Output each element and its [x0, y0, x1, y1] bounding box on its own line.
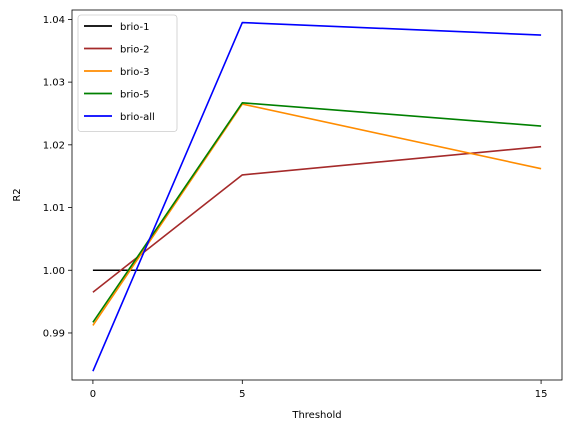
legend-label-brio-2: brio-2: [120, 45, 150, 56]
legend-label-brio-3: brio-3: [120, 67, 150, 78]
y-tick-label: 1.03: [43, 78, 65, 89]
plot-frame: [71, 9, 563, 381]
x-tick-label: 0: [90, 389, 96, 400]
y-tick-label: 0.99: [43, 328, 65, 339]
x-tick-label: 5: [239, 389, 245, 400]
y-tick-label: 1.00: [43, 266, 65, 277]
y-tick-label: 1.01: [43, 203, 65, 214]
y-axis: 0.99 1.00 1.01 1.02 1.03 1.04: [43, 15, 72, 339]
legend: brio-1 brio-2 brio-3 brio-5 brio-all: [77, 14, 178, 132]
y-axis-label: R2: [12, 188, 23, 201]
legend-label-brio-1: brio-1: [120, 22, 150, 33]
x-axis-label: Threshold: [291, 410, 341, 421]
series-line-brio-all: [92, 21, 542, 372]
legend-label-brio-all: brio-all: [120, 112, 155, 123]
legend-box: [77, 14, 178, 132]
plot-lines: [92, 21, 542, 372]
x-axis: 0 5 15: [90, 380, 548, 400]
legend-label-brio-5: brio-5: [120, 90, 150, 101]
y-tick-label: 1.02: [43, 140, 65, 151]
series-line-brio-5: [92, 102, 542, 323]
x-tick-label: 15: [535, 389, 548, 400]
y-tick-label: 1.04: [43, 15, 65, 26]
